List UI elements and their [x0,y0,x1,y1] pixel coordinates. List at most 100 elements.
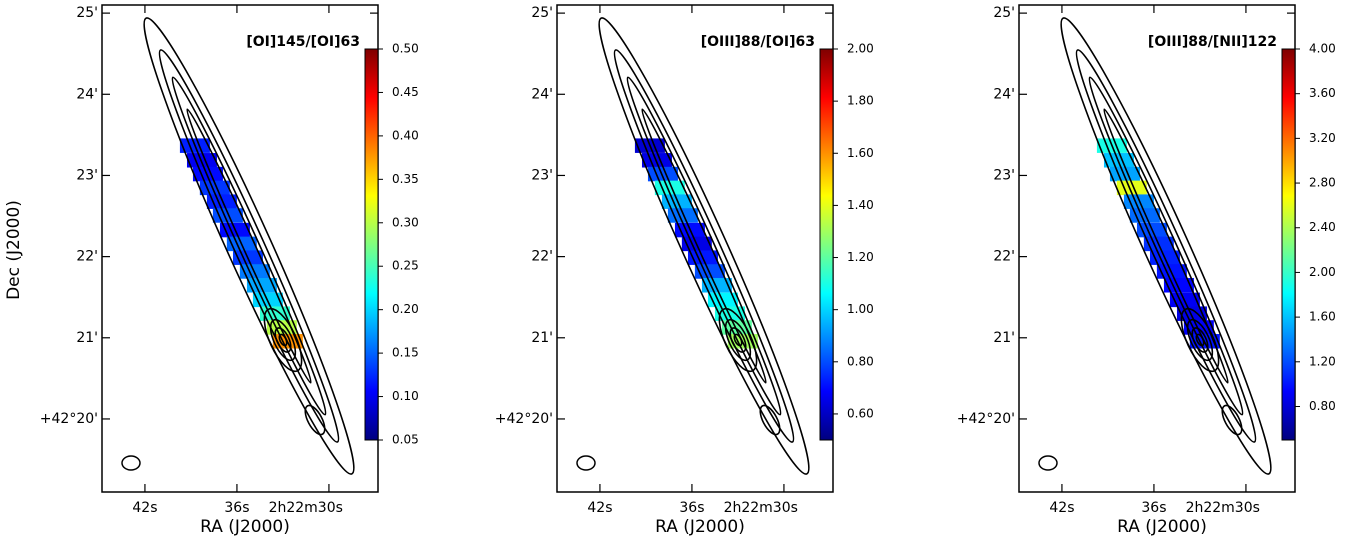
contour [733,333,743,347]
contour [1103,108,1229,384]
contour [641,108,767,384]
contour [1191,327,1209,353]
y-tick-label: 22' [993,249,1015,265]
contour [171,76,327,416]
y-tick-label: 24' [531,86,553,102]
contour [626,76,782,416]
contour [263,307,303,373]
colorbar-tick-label: 1.20 [1309,354,1336,368]
contour [1060,17,1272,475]
x-axis-label: RA (J2000) [655,517,745,537]
contour [598,17,810,475]
contour [1186,318,1214,362]
colorbar-tick-label: 0.60 [847,406,874,420]
colorbar-tick-label: 4.00 [1309,42,1336,56]
x-tick-label: 2h22m30s [269,500,343,516]
y-tick-label: 21' [993,330,1015,346]
colorbar-tick-label: 0.80 [1309,399,1336,413]
colorbar [364,48,379,441]
y-tick-label: 25' [76,5,98,21]
colorbar-tick-label: 0.25 [392,259,419,273]
colorbar [1281,48,1296,441]
contour [278,333,288,347]
colorbar [819,48,834,441]
contour [729,327,747,353]
map-pixel [1116,180,1147,196]
x-tick-label: 36s [679,500,704,516]
colorbar-tick-label: 0.35 [392,172,419,186]
y-tick-label: 22' [76,249,98,265]
contours [143,17,355,475]
y-tick-label: 24' [76,86,98,102]
beam [121,455,141,471]
colorbar-tick-label: 2.40 [1309,220,1336,234]
beam [1038,455,1058,471]
colorbar-tick-label: 1.00 [847,302,874,316]
contour [718,307,758,373]
y-tick-label: 24' [993,86,1015,102]
colorbar-tick-label: 0.50 [392,42,419,56]
contour [1180,307,1220,373]
contour [1088,76,1244,416]
panel-title: [OIII]88/[NII]122 [1148,34,1277,50]
contours [1060,17,1272,475]
panel: 42s 36s 2h22m30s 25' 24' 23' 22' 21' +42°20' 0.80… [957,4,1336,537]
colorbar-tick-label: 3.20 [1309,131,1336,145]
y-tick-label: 23' [76,167,98,183]
colorbar-tick-label: 2.80 [1309,176,1336,190]
x-tick-label: 42s [132,500,157,516]
contour [186,108,312,384]
colorbar-tick-label: 0.80 [847,354,874,368]
x-tick-label: 2h22m30s [724,500,798,516]
colorbar-tick-label: 0.40 [392,128,419,142]
map-pixel [199,180,230,196]
y-tick-label: 22' [531,249,553,265]
colorbar-tick-label: 3.60 [1309,86,1336,100]
y-tick-label: +42°20' [40,411,98,427]
x-axis-label: RA (J2000) [200,517,290,537]
x-tick-label: 42s [587,500,612,516]
colorbar-tick-label: 0.10 [392,389,419,403]
colorbar-tick-label: 1.20 [847,250,874,264]
contour [613,49,795,443]
colorbar-tick-label: 1.60 [1309,310,1336,324]
panel-title: [OI]145/[OI]63 [246,34,360,50]
colorbar-tick-label: 1.40 [847,198,874,212]
x-tick-label: 2h22m30s [1186,500,1260,516]
x-axis-label: RA (J2000) [1117,517,1207,537]
panel: 42s 36s 2h22m30s 25' 24' 23' 22' 21' +42°20' 0.60… [495,4,874,537]
colorbar-tick-label: 2.00 [847,42,874,56]
x-tick-label: 36s [224,500,249,516]
contour [304,404,326,436]
y-tick-label: 21' [531,330,553,346]
beam [576,455,596,471]
y-tick-label: 23' [531,167,553,183]
y-tick-label: 21' [76,330,98,346]
y-tick-label: +42°20' [495,411,553,427]
colorbar-tick-label: 0.30 [392,215,419,229]
colorbar-tick-label: 0.15 [392,346,419,360]
y-tick-label: 25' [531,5,553,21]
contour [1075,49,1257,443]
contour [143,17,355,475]
map-pixel [654,180,685,196]
colorbar-tick-label: 1.60 [847,146,874,160]
contour [724,318,752,362]
contour [759,404,781,436]
contour [158,49,340,443]
colorbar-tick-label: 0.20 [392,302,419,316]
y-tick-label: 25' [993,5,1015,21]
contour [1221,404,1243,436]
x-tick-label: 36s [1141,500,1166,516]
contour [1195,333,1205,347]
contours [598,17,810,475]
y-tick-label: +42°20' [957,411,1015,427]
x-tick-label: 42s [1049,500,1074,516]
colorbar-tick-label: 2.00 [1309,265,1336,279]
y-tick-label: 23' [993,167,1015,183]
contour [269,318,297,362]
contour [274,327,292,353]
y-axis-label: Dec (J2000) [4,200,24,300]
